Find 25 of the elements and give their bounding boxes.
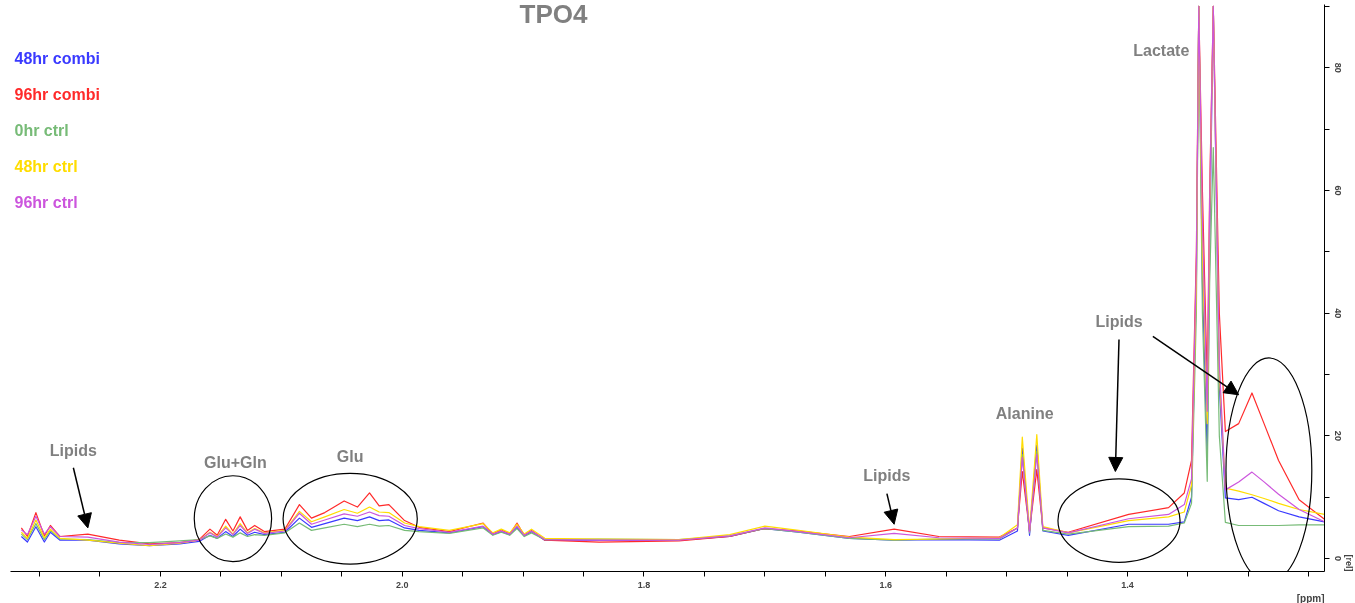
x-tick-label: 2.2 [154, 579, 167, 590]
text: 0hr ctrl [14, 121, 69, 139]
y-tick-label: 0 [1332, 556, 1343, 562]
y-tick-label: 60 [1332, 185, 1343, 196]
chart-title: TPO4 [519, 0, 588, 29]
annotation: Lipids [1095, 313, 1143, 331]
x-tick-label: 2.0 [395, 579, 409, 590]
y-axis-title: [rel] [1343, 554, 1354, 572]
annotation: Alanine [995, 405, 1054, 423]
text: 96hr combi [14, 85, 100, 103]
annotation: Glu+Gln [204, 453, 267, 471]
x-tick-label: 1.4 [1121, 579, 1134, 590]
x-axis-title: [ppm] [1296, 592, 1325, 603]
y-tick-label: 40 [1332, 308, 1343, 319]
y-tick-label: 20 [1332, 430, 1343, 441]
text: 48hr ctrl [14, 157, 78, 175]
x-tick-label: 1.6 [879, 579, 892, 590]
x-tick-label: 1.8 [637, 579, 651, 590]
annotation: Lipids [863, 467, 911, 485]
annotation: Lactate [1133, 41, 1190, 59]
text: 96hr ctrl [14, 193, 78, 211]
annotation: Lipids [49, 441, 98, 459]
text: 48hr combi [14, 49, 100, 67]
annotation: Glu [336, 448, 364, 466]
y-tick-label: 80 [1332, 62, 1343, 73]
